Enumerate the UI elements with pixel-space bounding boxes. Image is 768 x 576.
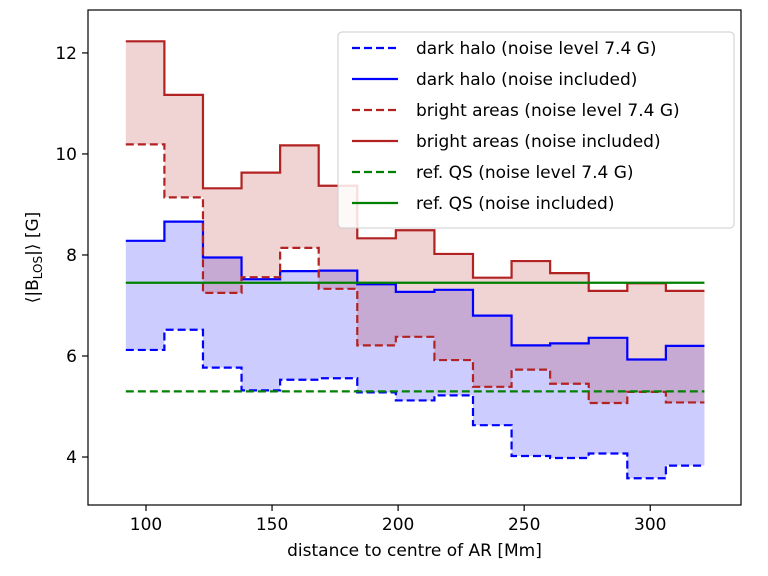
legend: dark halo (noise level 7.4 G) dark halo (… xyxy=(337,31,735,229)
y-tick-label-6: 6 xyxy=(66,347,77,367)
y-tick-label-10: 10 xyxy=(55,145,77,165)
x-tick-label-250: 250 xyxy=(508,515,540,535)
y-axis-title-main: ⟨|B xyxy=(23,279,43,303)
legend-label-3: bright areas (noise level 7.4 G) xyxy=(416,101,680,121)
legend-label-5: ref. QS (noise level 7.4 G) xyxy=(416,163,634,183)
y-tick-label-8: 8 xyxy=(66,246,77,266)
x-axis-title: distance to centre of AR [Mm] xyxy=(287,541,542,561)
y-axis-title-tail: |⟩ [G] xyxy=(23,212,43,256)
x-tick-label-200: 200 xyxy=(382,515,414,535)
lines-layer xyxy=(125,40,705,480)
series-line-4 xyxy=(125,40,705,292)
legend-label-1: dark halo (noise level 7.4 G) xyxy=(416,39,657,59)
series-line-2 xyxy=(125,220,705,361)
series-line-3 xyxy=(125,143,705,405)
legend-label-4: bright areas (noise included) xyxy=(416,132,661,152)
fill-band-1 xyxy=(125,221,705,479)
y-axis: 4 6 8 10 12 xyxy=(55,44,88,468)
plot-frame xyxy=(87,9,742,506)
legend-box xyxy=(337,31,735,229)
fill-band-2 xyxy=(125,41,705,403)
y-tick-label-12: 12 xyxy=(55,44,77,64)
legend-label-2: dark halo (noise included) xyxy=(416,70,637,90)
x-tick-label-300: 300 xyxy=(634,515,666,535)
fills-layer xyxy=(125,41,705,479)
x-tick-label-150: 150 xyxy=(256,515,288,535)
x-axis: 100 150 200 250 300 xyxy=(130,505,666,535)
x-tick-label-100: 100 xyxy=(130,515,162,535)
y-axis-title-subscript: LOS xyxy=(31,256,45,279)
y-tick-label-4: 4 xyxy=(66,448,77,468)
y-axis-title: ⟨|BLOS|⟩ [G] xyxy=(23,212,45,304)
legend-label-6: ref. QS (noise included) xyxy=(416,194,614,214)
